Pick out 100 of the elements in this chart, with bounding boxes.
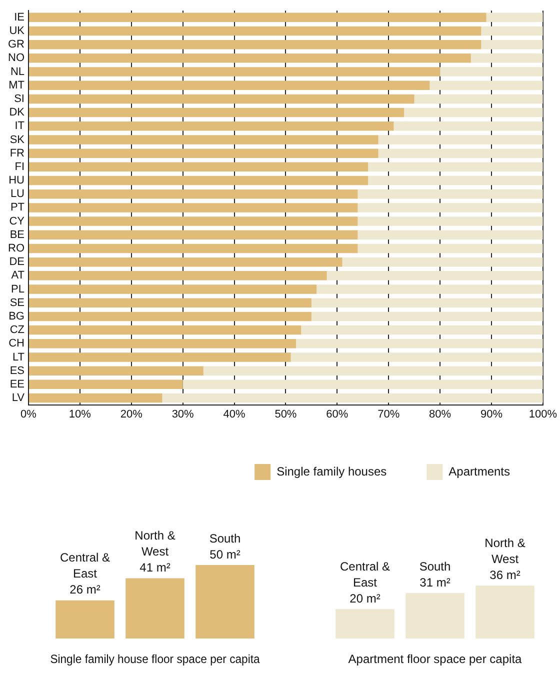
bar	[368, 162, 543, 172]
bar	[29, 26, 482, 36]
bar	[29, 312, 312, 322]
bar	[29, 284, 317, 294]
bar	[29, 135, 378, 144]
y-tick-label: LU	[10, 188, 25, 200]
bar	[203, 366, 543, 376]
bar	[162, 393, 543, 403]
data-label: 26 m²	[70, 582, 100, 597]
bar	[481, 40, 543, 50]
bar	[29, 339, 296, 348]
bar	[29, 80, 430, 90]
bar	[440, 67, 543, 76]
legend-label: Apartments	[448, 464, 510, 478]
y-tick-label: PL	[11, 283, 24, 296]
y-tick-label: DK	[9, 106, 26, 119]
bar	[368, 176, 543, 186]
x-tick-label: 90%	[480, 408, 503, 420]
y-tick-label: HU	[8, 174, 25, 187]
bar	[378, 135, 543, 144]
bar	[311, 312, 543, 322]
bar	[404, 108, 543, 118]
data-label: 20 m²	[350, 591, 380, 606]
category-label: Central & East	[340, 559, 390, 590]
bar	[182, 380, 543, 390]
category-label: South	[419, 559, 451, 574]
y-tick-label: FR	[10, 147, 25, 160]
x-tick-label: 60%	[326, 408, 348, 420]
y-tick-label: RO	[8, 242, 25, 255]
bar	[358, 244, 543, 254]
bar	[378, 148, 543, 158]
bar	[326, 271, 543, 280]
x-tick-label: 100%	[528, 408, 558, 420]
data-label: 31 m²	[420, 575, 450, 590]
bar	[301, 325, 543, 335]
bar	[29, 122, 394, 131]
bar	[29, 380, 183, 390]
bar	[29, 230, 358, 240]
x-tick-label: 10%	[68, 408, 92, 420]
category-label: North & West	[484, 536, 526, 566]
x-tick-label: 80%	[429, 408, 452, 420]
bar	[394, 122, 543, 131]
x-tick-label: 50%	[274, 408, 297, 420]
y-tick-label: DE	[9, 256, 24, 268]
bar	[342, 257, 543, 267]
y-tick-label: SE	[10, 296, 24, 309]
y-tick-label: MT	[8, 79, 25, 92]
bar	[29, 162, 368, 172]
bar	[29, 257, 342, 267]
bar	[29, 366, 204, 376]
y-tick-label: SK	[10, 134, 26, 146]
category-label: North & West	[134, 528, 176, 559]
bar	[29, 94, 414, 104]
y-tick-label: IE	[14, 11, 24, 24]
y-tick-label: PT	[10, 202, 25, 214]
bar	[29, 393, 162, 403]
y-tick-label: IT	[14, 120, 25, 132]
bar	[358, 216, 543, 226]
bar	[316, 284, 543, 294]
bar	[358, 189, 543, 199]
bar	[414, 94, 543, 104]
bar	[358, 230, 543, 240]
x-tick-label: 30%	[172, 408, 194, 420]
text: Apartment floor space per capita	[348, 652, 522, 666]
x-tick-label: 20%	[120, 408, 143, 420]
y-tick-label: CH	[8, 338, 25, 350]
x-tick-label: 0%	[20, 408, 37, 420]
bar	[29, 244, 358, 254]
bar	[29, 67, 440, 76]
x-tick-label: 40%	[223, 408, 246, 420]
bar	[29, 54, 471, 63]
bar	[29, 216, 358, 226]
y-tick-label: LT	[12, 351, 25, 364]
bar	[29, 352, 291, 362]
bar	[29, 325, 302, 335]
y-tick-label: BE	[10, 228, 24, 241]
y-tick-label: CZ	[10, 324, 25, 336]
bar	[29, 203, 358, 212]
legend-label: Single family houses	[276, 464, 387, 478]
y-tick-label: LV	[12, 392, 26, 404]
bar	[290, 352, 543, 362]
y-tick-label: SI	[14, 92, 24, 105]
bar	[29, 12, 486, 22]
bar	[430, 80, 543, 90]
y-tick-label: UK	[9, 25, 26, 38]
y-tick-label: GR	[8, 38, 25, 51]
bar	[470, 54, 543, 63]
data-label: 36 m²	[490, 568, 520, 582]
bar	[29, 40, 482, 50]
bar	[29, 271, 327, 280]
x-tick-label: 70%	[378, 408, 400, 420]
y-tick-label: ES	[10, 364, 24, 377]
category-label: South	[209, 531, 241, 546]
bar	[29, 108, 404, 118]
bar	[29, 189, 358, 199]
bar	[29, 176, 368, 186]
y-tick-label: AT	[11, 270, 25, 282]
bar	[358, 203, 543, 212]
y-tick-label: NL	[10, 66, 24, 78]
data-label: 50 m²	[210, 547, 240, 562]
